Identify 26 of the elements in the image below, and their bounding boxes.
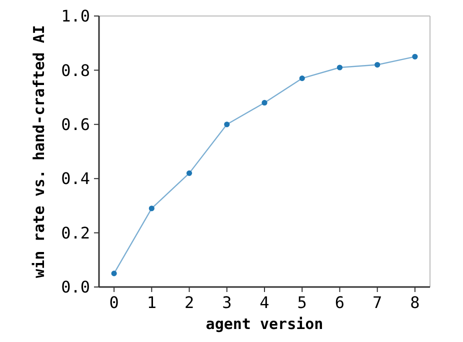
x-axis-title: agent version — [206, 315, 324, 333]
x-tick-label: 1 — [146, 293, 156, 312]
x-tick-label: 6 — [334, 293, 345, 312]
point — [148, 206, 154, 212]
point — [374, 62, 380, 68]
y-tick-label: 1.0 — [61, 6, 90, 26]
point — [111, 270, 117, 276]
y-tick-label: 0.2 — [61, 223, 90, 242]
point — [299, 76, 305, 82]
y-tick-label: 0.6 — [61, 115, 90, 134]
y-tick-label: 0.0 — [61, 278, 90, 297]
point — [412, 54, 418, 60]
point — [224, 122, 230, 128]
point — [262, 100, 268, 106]
x-tick-label: 8 — [410, 293, 420, 312]
y-tick-label: 0.4 — [61, 169, 90, 188]
x-tick-label: 5 — [297, 293, 307, 312]
point — [186, 170, 192, 176]
x-tick-label: 2 — [184, 293, 194, 312]
x-tick-label: 7 — [372, 293, 382, 312]
y-tick-label: 0.8 — [61, 60, 90, 80]
point — [336, 64, 343, 70]
x-tick-label: 4 — [260, 293, 270, 312]
x-tick-label: 3 — [222, 293, 232, 312]
x-tick-label: 0 — [109, 293, 119, 312]
y-axis-title: win rate vs. hand-crafted AI — [30, 25, 48, 278]
